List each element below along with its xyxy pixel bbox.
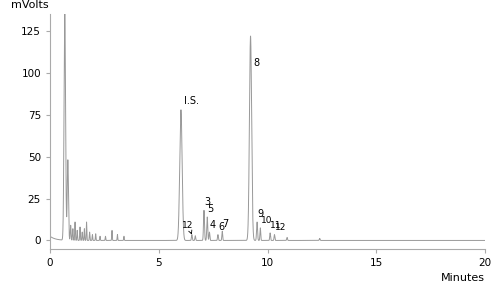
Text: 8: 8: [253, 58, 260, 68]
Text: 9: 9: [258, 209, 264, 219]
Text: mVolts: mVolts: [11, 0, 49, 10]
X-axis label: Minutes: Minutes: [441, 273, 485, 283]
Text: 10: 10: [260, 216, 272, 225]
Text: 4: 4: [210, 220, 216, 230]
Text: 6: 6: [218, 222, 224, 232]
Text: 12: 12: [182, 221, 194, 234]
Text: 12: 12: [274, 223, 286, 232]
Text: I.S.: I.S.: [184, 96, 198, 106]
Text: 5: 5: [208, 204, 214, 214]
Text: 11: 11: [270, 221, 282, 231]
Text: 7: 7: [222, 219, 228, 229]
Text: 3: 3: [204, 197, 210, 207]
